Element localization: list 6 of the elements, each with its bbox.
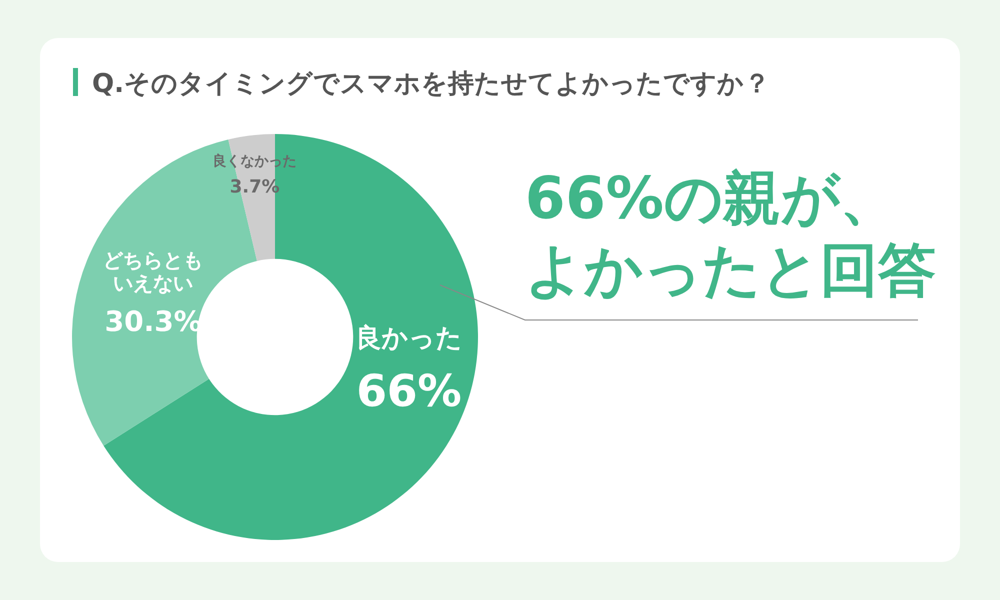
data-label: 30.3% bbox=[104, 305, 202, 338]
slice-label: どちらともいえない bbox=[103, 248, 204, 296]
text: 66%の親が、よかったと回答 bbox=[525, 164, 936, 304]
data-label: 66% bbox=[356, 366, 462, 417]
slice-label: 良かった bbox=[355, 323, 462, 354]
chart-title: Q.そのタイミングでスマホを持たせてよかったですか？ bbox=[92, 69, 770, 99]
